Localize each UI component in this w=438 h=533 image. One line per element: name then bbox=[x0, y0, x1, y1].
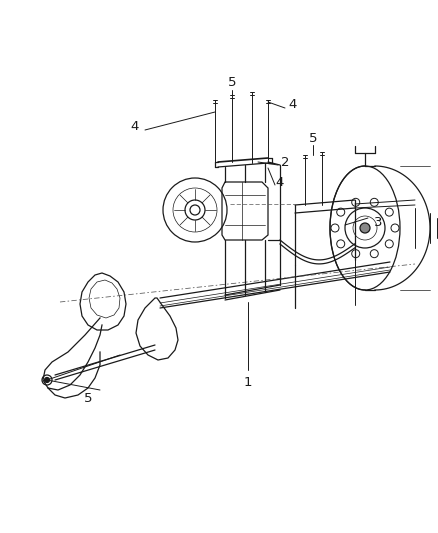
Text: 4: 4 bbox=[131, 120, 139, 133]
Text: 4: 4 bbox=[276, 175, 284, 189]
Text: 2: 2 bbox=[281, 156, 289, 168]
Text: 5: 5 bbox=[84, 392, 92, 405]
Circle shape bbox=[360, 223, 370, 233]
Text: 5: 5 bbox=[228, 77, 236, 90]
Text: 5: 5 bbox=[309, 132, 317, 144]
Circle shape bbox=[45, 377, 49, 383]
Text: 1: 1 bbox=[244, 376, 252, 389]
Text: 3: 3 bbox=[374, 215, 382, 229]
Text: 4: 4 bbox=[289, 99, 297, 111]
